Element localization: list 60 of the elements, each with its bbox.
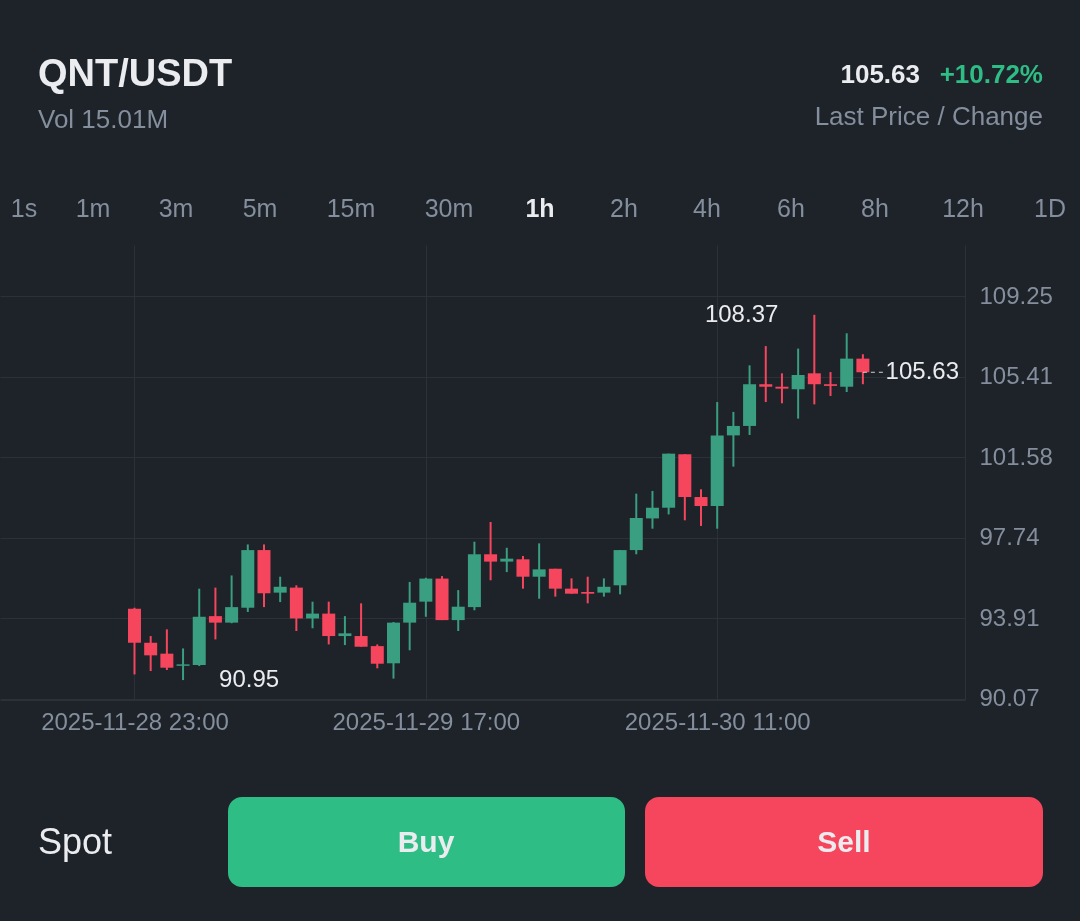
candlestick xyxy=(208,586,222,641)
text: Last Price / Change xyxy=(814,101,1043,131)
text: 15m xyxy=(326,194,376,222)
candlestick xyxy=(516,554,530,590)
text: Buy xyxy=(397,825,455,858)
chart-subtitle: Vol 15.01M xyxy=(38,104,169,134)
candlestick xyxy=(500,546,514,574)
text: +10.72% xyxy=(939,59,1043,89)
candlestick xyxy=(370,643,384,670)
text: 12h xyxy=(942,194,984,222)
text: 5m xyxy=(242,194,278,222)
text: 8h xyxy=(861,194,889,222)
text: 1s xyxy=(10,194,38,222)
candlestick xyxy=(144,635,158,673)
candlestick xyxy=(597,577,611,598)
candlestick xyxy=(403,580,417,652)
text: 1m xyxy=(75,194,111,222)
text: 3m xyxy=(158,194,194,222)
text: 2h xyxy=(610,194,638,222)
text: 1D xyxy=(1034,194,1066,222)
ref-line-label: 105.63 xyxy=(885,357,959,385)
candlestick xyxy=(775,372,789,405)
y-tick-label: 90.07 xyxy=(979,684,1040,712)
candlestick xyxy=(338,615,352,647)
candlestick xyxy=(856,353,870,386)
text: 1h xyxy=(525,194,555,222)
x-tick-label: 2025-11-30 11:00 xyxy=(624,707,811,735)
candlestick xyxy=(354,602,368,648)
y-tick-label: 101.58 xyxy=(979,442,1053,470)
candlestick xyxy=(273,575,287,604)
y-tick-label: 105.41 xyxy=(979,362,1053,390)
candlestick xyxy=(532,542,546,600)
text: 4h xyxy=(693,194,721,222)
text: Spot xyxy=(38,821,113,862)
y-tick-label: 97.74 xyxy=(979,523,1040,551)
candlestick xyxy=(484,520,498,582)
candlestick xyxy=(694,488,708,527)
candlestick xyxy=(548,567,562,598)
candlestick xyxy=(726,410,740,468)
text: 30m xyxy=(424,194,474,222)
chart-title: QNT/USDT xyxy=(38,52,233,94)
candlestick xyxy=(645,489,659,530)
candlestick xyxy=(791,347,805,420)
text: Sell xyxy=(817,825,871,858)
y-tick-label: 93.91 xyxy=(979,603,1040,631)
candlestick xyxy=(322,600,336,646)
y-tick-label: 109.25 xyxy=(979,281,1053,309)
candlestick xyxy=(160,628,174,672)
candlestick xyxy=(581,575,595,605)
annotation: 90.95 xyxy=(219,665,280,693)
candlestick xyxy=(225,574,239,625)
annotation: 108.37 xyxy=(704,299,779,327)
text: 6h xyxy=(777,194,805,222)
x-tick-label: 2025-11-29 17:00 xyxy=(332,707,521,735)
text: 105.63 xyxy=(840,59,920,89)
candlestick xyxy=(451,589,465,633)
candlestick xyxy=(419,576,433,618)
candlestick xyxy=(759,345,773,404)
x-tick-label: 2025-11-28 23:00 xyxy=(41,707,229,735)
candlestick xyxy=(824,371,838,397)
